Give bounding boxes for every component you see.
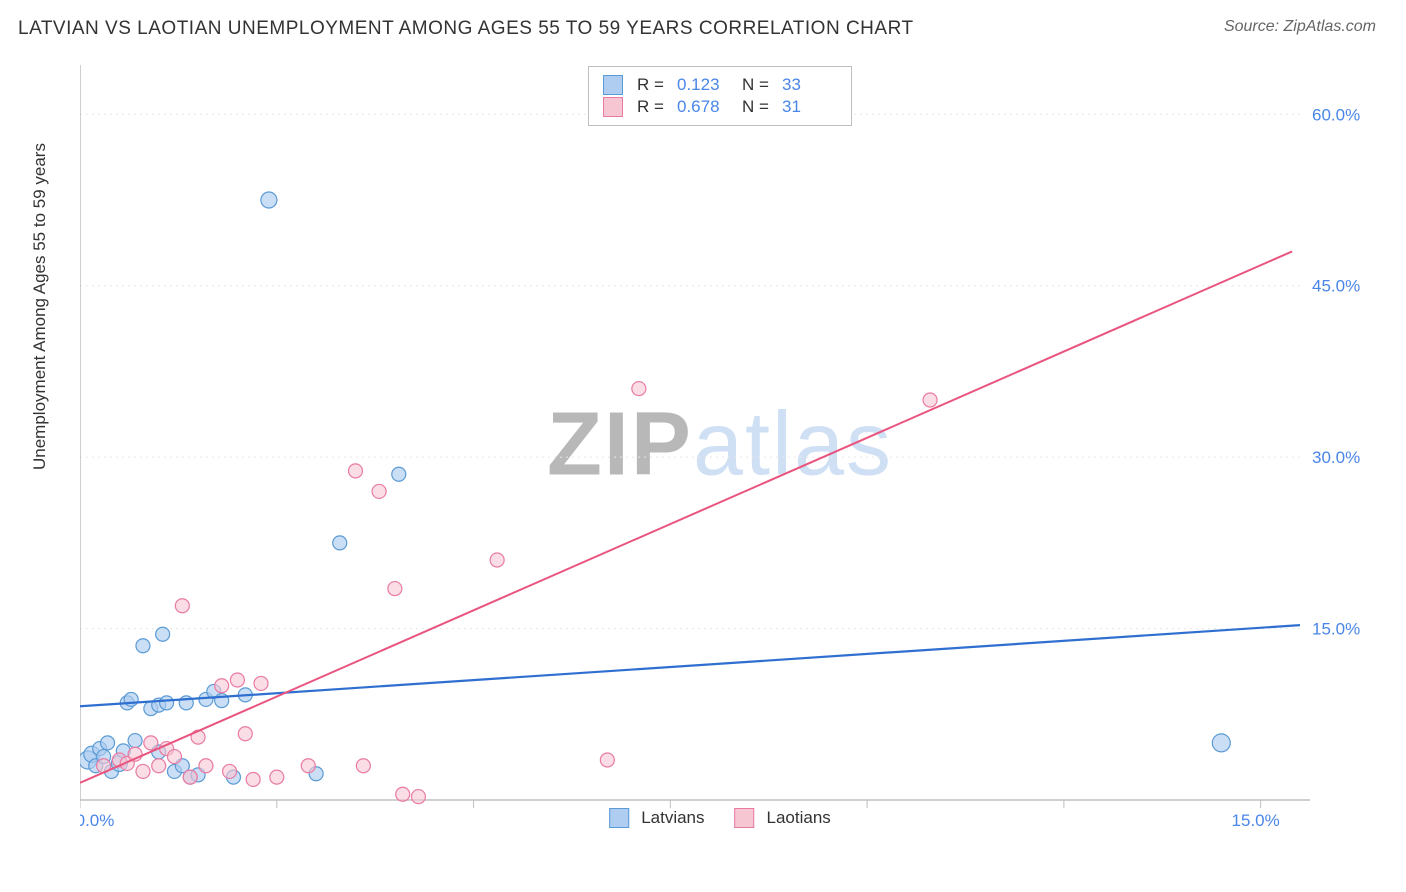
legend-label: Laotians [767, 808, 831, 828]
n-label: N = [742, 97, 772, 117]
swatch-laotians [735, 808, 755, 828]
n-label: N = [742, 75, 772, 95]
n-value: 33 [782, 75, 837, 95]
chart-container: Unemployment Among Ages 55 to 59 years Z… [50, 60, 1386, 860]
header: LATVIAN VS LAOTIAN UNEMPLOYMENT AMONG AG… [0, 0, 1406, 50]
chart-title: LATVIAN VS LAOTIAN UNEMPLOYMENT AMONG AG… [18, 18, 914, 40]
svg-text:0.0%: 0.0% [80, 811, 114, 830]
r-value: 0.678 [677, 97, 732, 117]
svg-text:15.0%: 15.0% [1232, 811, 1280, 830]
source-label: Source: ZipAtlas.com [1224, 18, 1376, 36]
legend-row-laotians: R = 0.678 N = 31 [603, 97, 837, 117]
scatter-plot-svg: 15.0% 30.0% 45.0% 60.0% 0.0% 15.0% [80, 60, 1360, 830]
y-axis-label: Unemployment Among Ages 55 to 59 years [30, 143, 50, 470]
legend-item-laotians: Laotians [735, 808, 831, 828]
r-value: 0.123 [677, 75, 732, 95]
legend-label: Latvians [641, 808, 704, 828]
swatch-latvians [609, 808, 629, 828]
n-value: 31 [782, 97, 837, 117]
r-label: R = [637, 75, 667, 95]
svg-text:15.0%: 15.0% [1312, 620, 1360, 639]
svg-text:30.0%: 30.0% [1312, 448, 1360, 467]
svg-text:60.0%: 60.0% [1312, 105, 1360, 124]
legend-series: Latvians Laotians [609, 808, 831, 828]
swatch-latvians [603, 75, 623, 95]
legend-item-latvians: Latvians [609, 808, 704, 828]
r-label: R = [637, 97, 667, 117]
swatch-laotians [603, 97, 623, 117]
plot-area: ZIPatlas R = 0.123 N = 33 R = 0.678 N = … [80, 60, 1360, 830]
legend-row-latvians: R = 0.123 N = 33 [603, 75, 837, 95]
svg-text:45.0%: 45.0% [1312, 277, 1360, 296]
legend-correlation: R = 0.123 N = 33 R = 0.678 N = 31 [588, 66, 852, 126]
